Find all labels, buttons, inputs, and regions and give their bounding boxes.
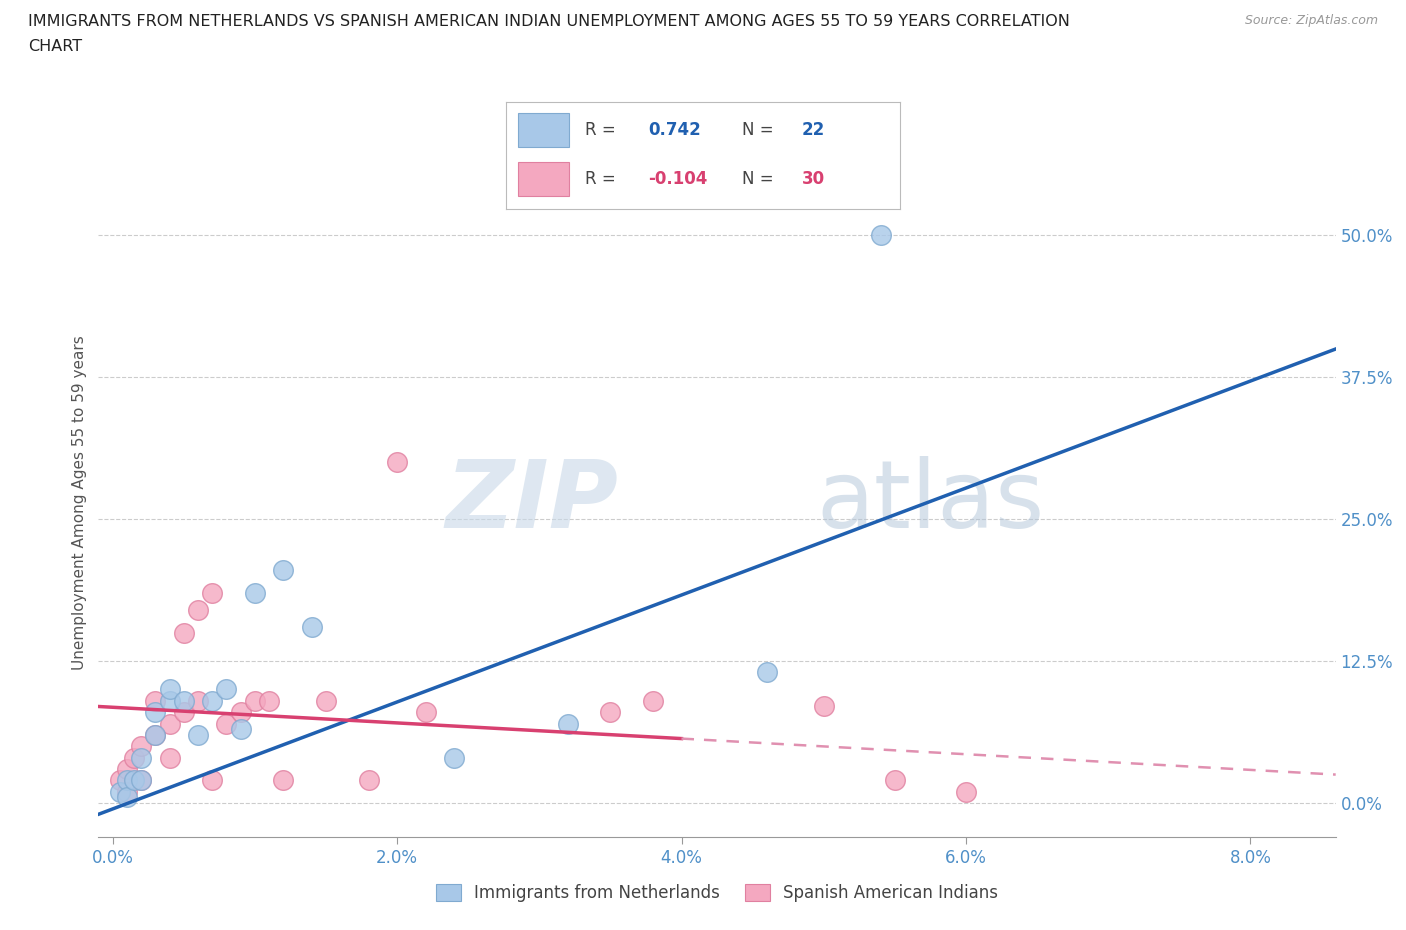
Y-axis label: Unemployment Among Ages 55 to 59 years: Unemployment Among Ages 55 to 59 years bbox=[72, 335, 87, 670]
Point bbox=[173, 625, 195, 640]
Point bbox=[108, 784, 131, 799]
Text: -0.104: -0.104 bbox=[648, 170, 707, 188]
Point bbox=[173, 694, 195, 709]
Point bbox=[257, 694, 280, 709]
Point bbox=[243, 694, 266, 709]
Text: 30: 30 bbox=[801, 170, 824, 188]
Point bbox=[143, 727, 166, 742]
Point bbox=[143, 694, 166, 709]
Point bbox=[187, 603, 209, 618]
Point bbox=[129, 773, 152, 788]
Text: R =: R = bbox=[585, 170, 621, 188]
Text: ZIP: ZIP bbox=[446, 457, 619, 548]
Bar bbox=[517, 162, 569, 196]
Text: R =: R = bbox=[585, 121, 621, 140]
Point bbox=[271, 773, 294, 788]
Text: Source: ZipAtlas.com: Source: ZipAtlas.com bbox=[1244, 14, 1378, 27]
Point bbox=[129, 751, 152, 765]
Point bbox=[229, 705, 252, 720]
Point bbox=[557, 716, 579, 731]
Point bbox=[243, 586, 266, 601]
Point bbox=[143, 705, 166, 720]
Text: 22: 22 bbox=[801, 121, 825, 140]
Point bbox=[122, 773, 145, 788]
Point bbox=[115, 784, 138, 799]
Bar bbox=[517, 113, 569, 147]
Point bbox=[301, 619, 323, 634]
Legend: Immigrants from Netherlands, Spanish American Indians: Immigrants from Netherlands, Spanish Ame… bbox=[429, 878, 1005, 909]
Point bbox=[443, 751, 465, 765]
Point bbox=[599, 705, 621, 720]
Point bbox=[955, 784, 977, 799]
Point bbox=[271, 563, 294, 578]
Point bbox=[215, 682, 238, 697]
Point bbox=[129, 738, 152, 753]
Point bbox=[115, 762, 138, 777]
Point bbox=[159, 682, 181, 697]
Point bbox=[415, 705, 437, 720]
Point bbox=[187, 694, 209, 709]
Point bbox=[215, 716, 238, 731]
Point bbox=[122, 751, 145, 765]
Point bbox=[143, 727, 166, 742]
Text: N =: N = bbox=[742, 170, 779, 188]
Text: atlas: atlas bbox=[815, 457, 1045, 548]
Point bbox=[641, 694, 664, 709]
Point bbox=[755, 665, 778, 680]
Point bbox=[115, 773, 138, 788]
Point bbox=[115, 790, 138, 804]
Point bbox=[229, 722, 252, 737]
Point bbox=[187, 727, 209, 742]
Point bbox=[385, 455, 408, 470]
Point bbox=[201, 586, 224, 601]
Point bbox=[129, 773, 152, 788]
Text: N =: N = bbox=[742, 121, 779, 140]
Point bbox=[159, 751, 181, 765]
Point bbox=[108, 773, 131, 788]
Point bbox=[357, 773, 380, 788]
Point bbox=[201, 694, 224, 709]
Point bbox=[883, 773, 905, 788]
Text: 0.742: 0.742 bbox=[648, 121, 700, 140]
Point bbox=[315, 694, 337, 709]
Point bbox=[869, 228, 891, 243]
Point bbox=[159, 716, 181, 731]
Text: CHART: CHART bbox=[28, 39, 82, 54]
Point bbox=[173, 705, 195, 720]
Point bbox=[201, 773, 224, 788]
Text: IMMIGRANTS FROM NETHERLANDS VS SPANISH AMERICAN INDIAN UNEMPLOYMENT AMONG AGES 5: IMMIGRANTS FROM NETHERLANDS VS SPANISH A… bbox=[28, 14, 1070, 29]
Point bbox=[813, 699, 835, 714]
Point bbox=[159, 694, 181, 709]
